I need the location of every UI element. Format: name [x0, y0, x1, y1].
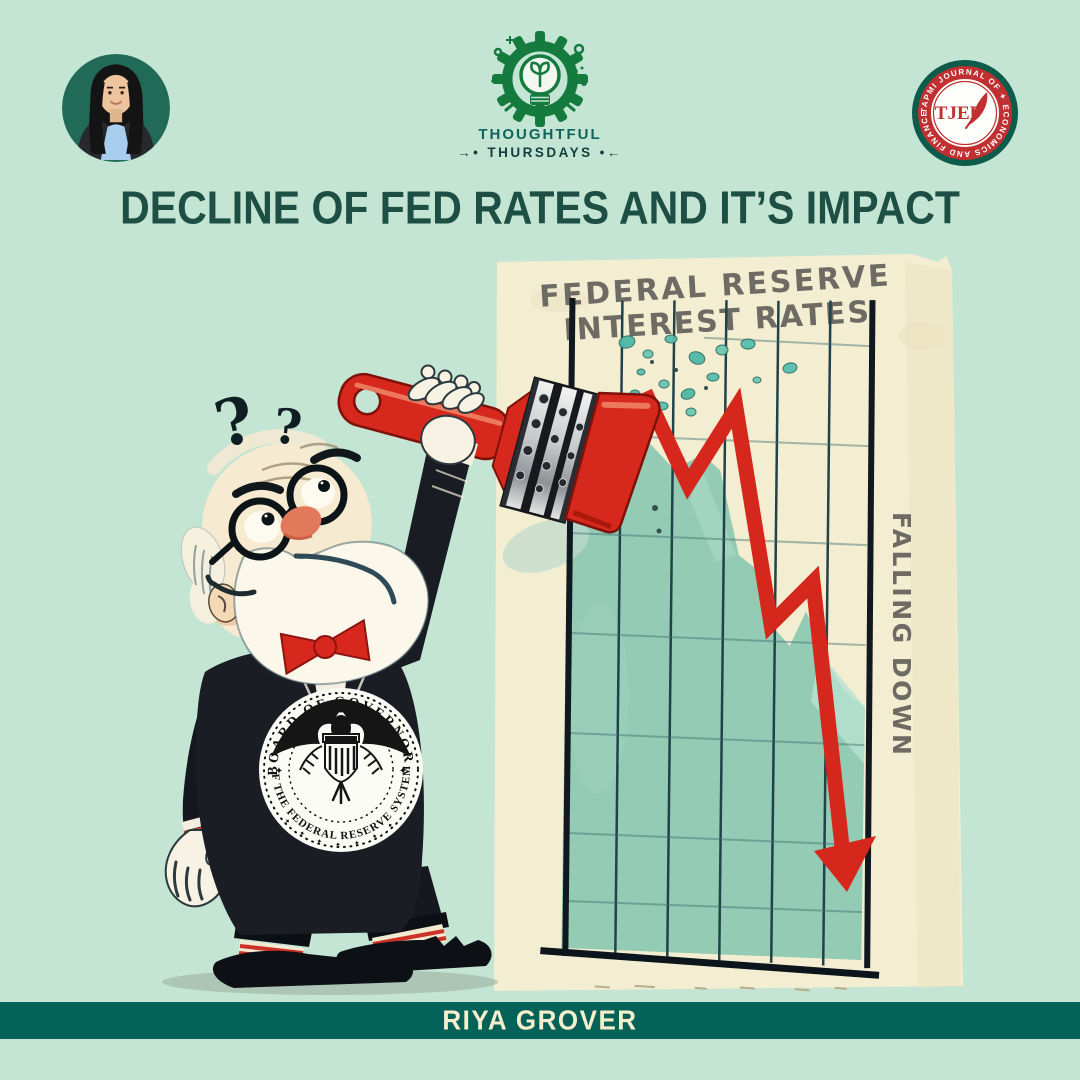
tjef-monogram: TJEF — [935, 103, 981, 124]
question-mark-large: ? — [208, 382, 263, 464]
thoughtful-thursdays-logo — [480, 22, 600, 142]
gear-lightbulb-icon — [491, 31, 588, 127]
x-axis — [540, 947, 880, 979]
brush-head — [564, 391, 661, 534]
chart-grid — [502, 297, 880, 992]
author-banner: RIYA GROVER — [0, 1002, 1080, 1039]
falling-down-label: FALLING DOWN — [887, 512, 916, 757]
bow-tie — [279, 618, 371, 676]
fed-chairman-character: BOARD OF GOVERNORS OF THE FEDERAL RESERV… — [0, 0, 498, 995]
falling-arrow — [638, 387, 876, 892]
nose — [280, 506, 322, 540]
thursdays-label-row: →• THURSDAYS •← — [0, 145, 1080, 160]
eagle-icon — [271, 699, 411, 805]
right-shoe — [336, 936, 492, 974]
paint-chips — [618, 334, 798, 417]
right-arrow-mark: •← — [599, 145, 623, 160]
left-arrow-mark: →• — [457, 145, 481, 160]
thursdays-label: THURSDAYS — [487, 145, 593, 160]
avatar-illustration — [62, 54, 170, 162]
tjef-logo: TAPMI JOURNAL OF ✦ ECONOMICS AND FINANCE… — [904, 49, 1022, 170]
page-title: DECLINE OF FED RATES AND IT’S IMPACT — [120, 182, 960, 234]
axis-scribbles — [594, 984, 847, 992]
author-name: RIYA GROVER — [442, 1004, 638, 1036]
head — [180, 429, 430, 686]
question-mark-small: ? — [271, 398, 305, 457]
chart-paper: FEDERAL RESERVE INTEREST RATES — [494, 254, 963, 992]
seal-separator-left: ✦ — [275, 766, 283, 777]
tjef-logo-svg: TAPMI JOURNAL OF ✦ ECONOMICS AND FINANCE… — [904, 49, 1018, 166]
author-avatar — [62, 54, 170, 162]
thoughtful-label: THOUGHTFUL — [478, 126, 602, 143]
seal-separator-right: ✦ — [399, 766, 407, 777]
right-glove — [407, 364, 485, 466]
paint-area — [561, 428, 865, 961]
